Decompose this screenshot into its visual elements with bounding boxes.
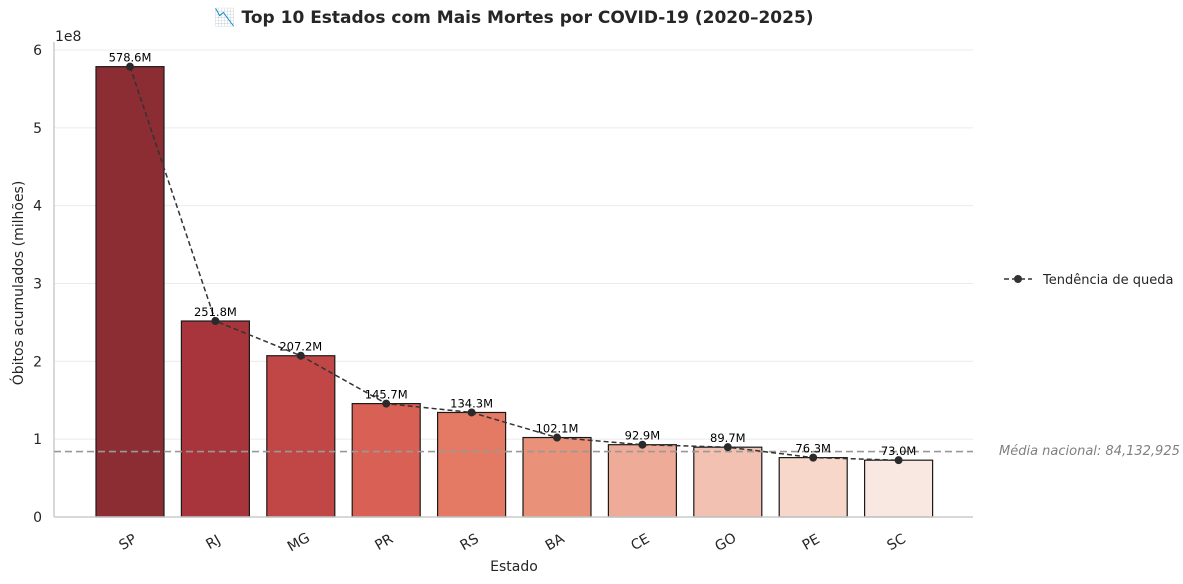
data-label: 76.3M [795,442,831,456]
data-label: 89.7M [710,431,746,445]
x-tick-label: BA [543,531,568,555]
bar-pr [351,402,421,518]
x-tick-label: PR [372,531,396,554]
reference-line-label: Média nacional: 84,132,925 [999,444,1180,459]
bar-rs [437,411,507,518]
legend: Tendência de queda [1004,273,1173,288]
trend-point-rj [211,317,220,326]
x-tick-label: PE [800,531,823,554]
data-label: 578.6M [109,51,152,65]
bar-rj [180,320,250,518]
y-axis-label: Óbitos acumulados (milhões) [9,181,27,386]
trend-point-pr [382,399,391,408]
data-label: 207.2M [279,340,322,354]
data-label: 145.7M [365,388,408,402]
bar-sp [95,66,165,518]
data-label: 102.1M [536,422,579,436]
y-tick-label: 1 [33,432,42,448]
trend-point-ba [553,433,561,442]
trend-point-ce [638,440,647,449]
x-tick-labels: SP RJ MG PR RS BA CE GO PE SC [116,530,908,555]
data-label: 134.3M [450,396,493,410]
legend-label: Tendência de queda [1042,273,1173,288]
axes [53,42,973,518]
trend-point-go [723,443,732,452]
y-tick-label: 3 [33,277,42,293]
x-tick-label: SC [885,531,909,554]
x-tick-label: RJ [203,532,223,553]
y-tick-label: 5 [33,121,42,137]
data-label: 73.0M [881,444,917,458]
x-tick-label: GO [712,530,739,555]
y-scale-exponent: 1e8 [55,29,81,45]
data-label: 92.9M [625,429,661,443]
y-tick-label: 2 [33,354,42,370]
x-tick-label: CE [628,531,652,554]
bar-ba [522,436,592,518]
trend-point-sp [126,62,134,71]
bar-ce [607,444,678,518]
trend-line [129,66,899,461]
y-tick-labels: 0 1 2 3 4 5 6 [33,43,42,526]
x-tick-label: SP [116,531,139,554]
trend-point-rs [467,408,476,417]
chart-title: 📉 Top 10 Estados com Mais Mortes por COV… [214,7,813,28]
bars [95,66,934,518]
x-axis-label: Estado [490,559,538,575]
legend-marker-swatch [1014,275,1022,283]
bar-go [693,446,763,518]
trend-point-sc [894,456,903,465]
bar-pe [778,457,848,518]
x-tick-label: RS [458,531,482,554]
bar-mg [266,355,336,518]
trend-line-group [126,62,903,465]
y-tick-label: 6 [33,43,42,59]
data-label: 251.8M [194,305,237,319]
data-labels: 578.6M 251.8M 207.2M 145.7M 134.3M 102.1M 92.9… [109,51,917,459]
trend-point-pe [809,453,818,462]
trend-point-mg [296,351,305,360]
y-tick-label: 4 [33,199,42,215]
y-tick-label: 0 [33,510,42,526]
x-tick-label: MG [285,530,313,555]
bar-sc [863,459,934,518]
